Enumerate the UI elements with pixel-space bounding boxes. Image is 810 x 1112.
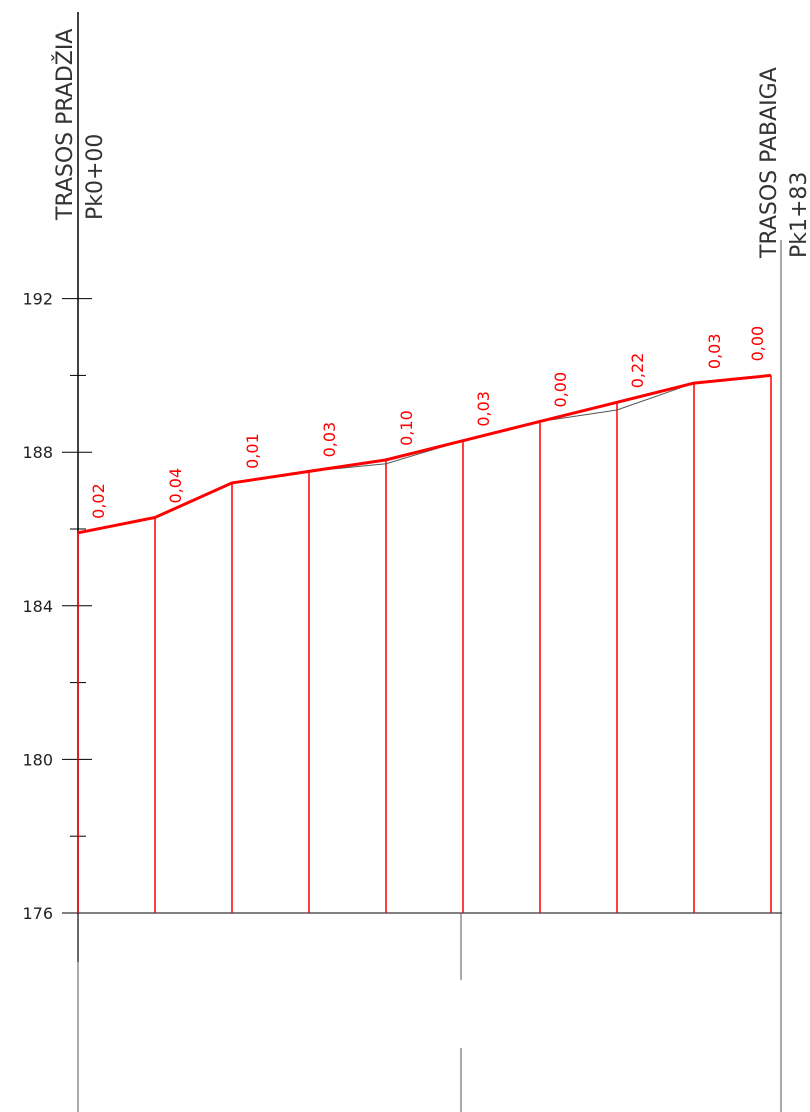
y-tick-label: 188 (22, 443, 53, 462)
design-line (77, 373, 772, 535)
difference-label: 0,00 (551, 372, 570, 408)
end-marker: TRASOS PABAIGA Pk1+83 (757, 67, 810, 259)
difference-label: 0,22 (628, 353, 647, 389)
difference-labels: 0,02 0,04 0,01 0,03 0,10 0,03 0,00 0,22 0,03 0,00 (89, 326, 767, 519)
end-marker-title: TRASOS PABAIGA (757, 67, 782, 259)
start-marker-station: Pk0+00 (83, 134, 108, 220)
y-tick-label: 184 (22, 597, 53, 616)
y-tick-label: 180 (22, 750, 53, 769)
difference-label: 0,04 (166, 468, 185, 504)
profile-lines (77, 373, 772, 535)
y-tick-label: 176 (22, 904, 53, 923)
start-marker: TRASOS PRADŽIA Pk0+00 (52, 29, 108, 221)
y-axis-ticks: 176 180 184 188 192 (22, 290, 92, 923)
y-tick-label: 192 (22, 290, 53, 309)
difference-label: 0,01 (243, 433, 262, 469)
difference-label: 0,10 (397, 410, 416, 446)
difference-label: 0,03 (474, 391, 493, 427)
difference-label: 0,00 (748, 326, 767, 362)
start-marker-title: TRASOS PRADŽIA (52, 29, 78, 221)
end-marker-station: Pk1+83 (787, 172, 810, 258)
station-verticals (77, 375, 772, 913)
difference-label: 0,02 (89, 483, 108, 519)
difference-label: 0,03 (320, 422, 339, 458)
ground-line (77, 374, 772, 534)
difference-label: 0,03 (705, 333, 724, 369)
